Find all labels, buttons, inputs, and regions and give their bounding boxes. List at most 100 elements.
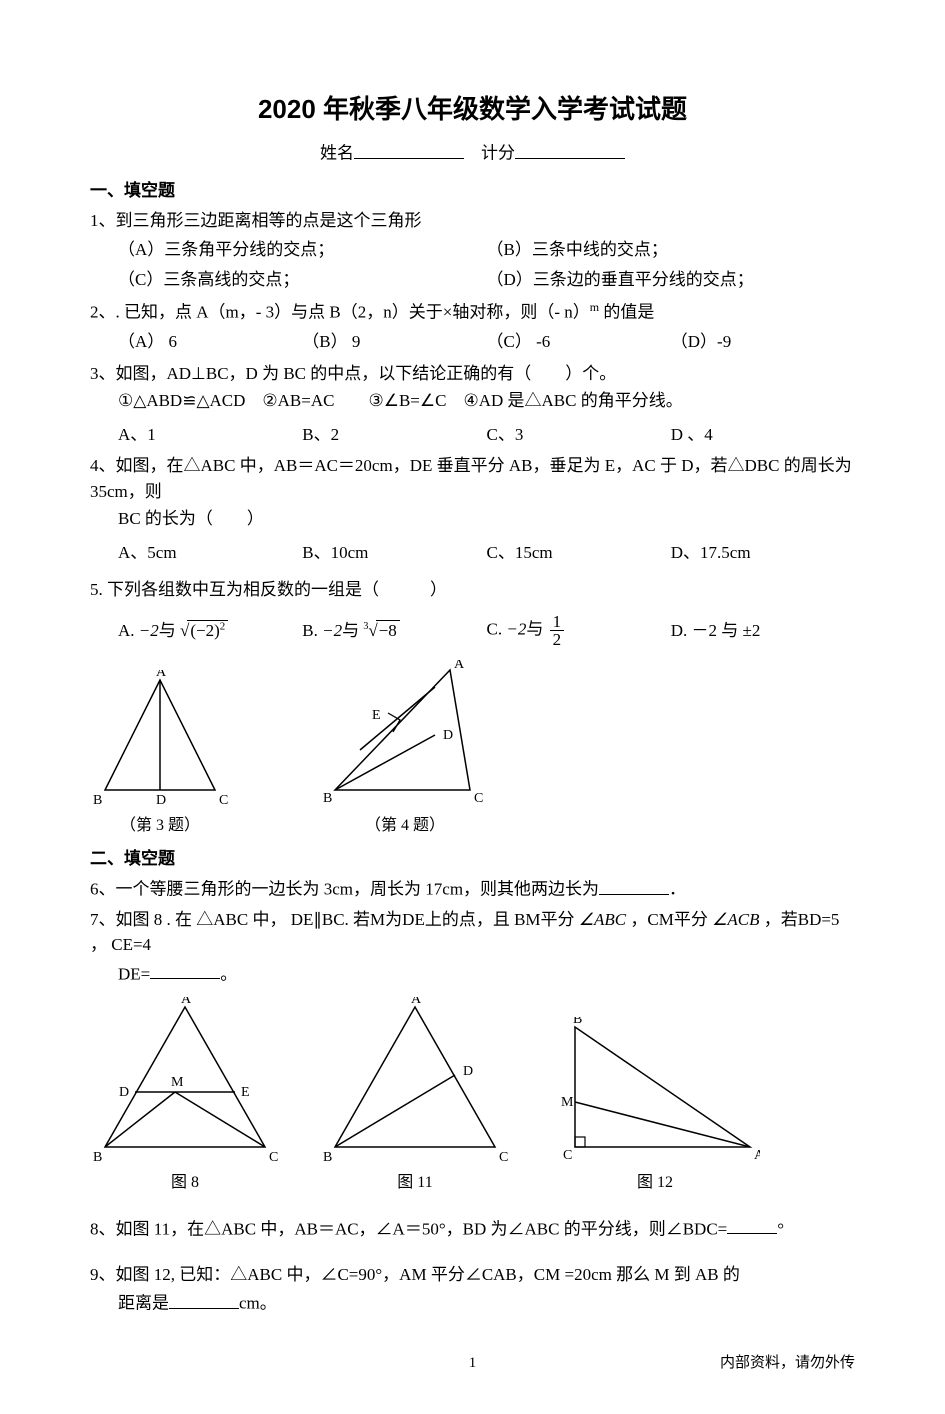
q5-options: A. −2与 √(−2)2 B. −2与 3√−8 C. −2与 12 D. －… <box>118 611 855 650</box>
q7-c: ，CM平分 <box>630 910 712 929</box>
q5c-prefix: C. <box>487 619 507 638</box>
q1-opt-a: （A）三条角平分线的交点； <box>118 235 487 265</box>
q1-stem: 1、到三角形三边距离相等的点是这个三角形 <box>90 208 855 234</box>
q7-f: 。 <box>220 964 237 983</box>
q7-tri: △ABC <box>196 910 248 929</box>
fig4-svg: ABCDE <box>320 660 490 810</box>
svg-text:D: D <box>443 728 453 743</box>
figure-12: B C A M 图 12 <box>550 1017 760 1195</box>
q7-b: 中， DE∥BC. 若M为DE上的点，且 BM平分 <box>252 910 578 929</box>
q9-c: cm。 <box>239 1294 277 1313</box>
q4-options: A、5cm B、10cm C、15cm D、17.5cm <box>118 538 855 568</box>
fig3-svg: A B C D <box>90 670 230 810</box>
svg-text:A: A <box>411 997 422 1007</box>
q7-ang2: ∠ACB <box>712 910 759 929</box>
svg-text:C: C <box>474 791 483 806</box>
svg-text:A: A <box>181 997 192 1007</box>
score-label: 计分 <box>481 144 515 163</box>
svg-text:B: B <box>323 1150 332 1165</box>
footer-note: 内部资料，请勿外传 <box>600 1352 855 1375</box>
figure-11: ABCD 图 11 <box>320 997 510 1195</box>
page-footer: 1 内部资料，请勿外传 <box>90 1352 855 1375</box>
svg-text:A: A <box>156 670 167 680</box>
page-number: 1 <box>345 1352 600 1375</box>
svg-text:B: B <box>573 1017 582 1027</box>
q5b-sep: 与 <box>342 621 359 640</box>
q6-tail: ． <box>669 880 686 899</box>
svg-text:C: C <box>563 1148 572 1163</box>
fig11-caption: 图 11 <box>320 1171 510 1195</box>
name-blank[interactable] <box>354 139 464 159</box>
q9-line1: 9、如图 12, 已知：△ABC 中，∠C=90°，AM 平分∠CAB，CM =… <box>90 1262 855 1288</box>
q8-deg: ° <box>777 1219 784 1238</box>
q4-opt-a: A、5cm <box>118 538 302 568</box>
svg-text:B: B <box>93 1150 102 1165</box>
q7: 7、如图 8 . 在 △ABC 中， DE∥BC. 若M为DE上的点，且 BM平… <box>90 907 855 958</box>
q8: 8、如图 11，在△ABC 中，AB＝AC，∠A＝50°，BD 为∠ABC 的平… <box>90 1215 855 1242</box>
q2-tail: 的值是 <box>603 303 654 322</box>
svg-text:D: D <box>156 793 166 808</box>
q1-opt-d: （D）三条边的垂直平分线的交点； <box>487 265 856 295</box>
q3-opt-a: A、1 <box>118 420 302 450</box>
q7-e: DE= <box>118 964 150 983</box>
q1-opt-c: （C）三条高线的交点； <box>118 265 487 295</box>
q3-opt-d: D 、4 <box>671 420 855 450</box>
svg-text:C: C <box>219 793 228 808</box>
fig12-svg: B C A M <box>550 1017 760 1167</box>
q4-opt-b: B、10cm <box>302 538 486 568</box>
q6: 6、一个等腰三角形的一边长为 3cm，周长为 17cm，则其他两边长为 ． <box>90 875 855 902</box>
q2-opt-a: （A） 6 <box>118 327 302 357</box>
q5-stem: 5. 下列各组数中互为相反数的一组是（ ） <box>90 577 855 603</box>
figure-row-2: A B C D E M 图 8 A B C D 图 11 B C A M 图 12 <box>90 997 855 1195</box>
svg-text:B: B <box>93 793 102 808</box>
q6-blank[interactable] <box>599 875 669 895</box>
q2-stem-text: 2、. 已知，点 A（m，- 3）与点 B（2，n）关于×轴对称，则（- n） <box>90 303 590 322</box>
q5-opt-d: D. －2 与 ±2 <box>671 616 855 646</box>
q4-opt-c: C、15cm <box>487 538 671 568</box>
q3-opt-b: B、2 <box>302 420 486 450</box>
fig4-caption: （第 4 题） <box>320 814 490 838</box>
q3-line2: ①△ABD≌△ACD ②AB=AC ③∠B=∠C ④AD 是△ABC 的角平分线… <box>118 388 855 414</box>
name-label: 姓名 <box>320 144 354 163</box>
q5b-prefix: B. <box>302 621 322 640</box>
q4-stem2: BC 的长为（ ） <box>118 506 855 532</box>
q7-line2: DE= 。 <box>118 960 855 987</box>
q1-opt-b: （B）三条中线的交点； <box>487 235 856 265</box>
svg-text:E: E <box>241 1085 250 1100</box>
q6-text: 6、一个等腰三角形的一边长为 3cm，周长为 17cm，则其他两边长为 <box>90 880 599 899</box>
figure-q3: ABCD （第 3 题） <box>90 670 230 838</box>
svg-text:M: M <box>561 1095 574 1110</box>
svg-text:A: A <box>754 1148 760 1163</box>
q8-text: 8、如图 11，在△ABC 中，AB＝AC，∠A＝50°，BD 为∠ABC 的平… <box>90 1219 727 1238</box>
q5-opt-a: A. −2与 √(−2)2 <box>118 616 302 646</box>
q7-ang1: ∠ABC <box>579 910 626 929</box>
fig12-caption: 图 12 <box>550 1171 760 1195</box>
score-blank[interactable] <box>515 139 625 159</box>
figure-row-1: ABCD （第 3 题） ABCDE （第 4 题） <box>90 660 855 838</box>
q3-opt-c: C、3 <box>487 420 671 450</box>
svg-text:D: D <box>463 1064 473 1079</box>
svg-text:C: C <box>269 1150 278 1165</box>
svg-text:B: B <box>323 791 332 806</box>
q7-a: 7、如图 8 . 在 <box>90 910 192 929</box>
name-score-line: 姓名 计分 <box>90 139 855 166</box>
q9-blank[interactable] <box>169 1289 239 1309</box>
q7-blank[interactable] <box>150 960 220 980</box>
svg-text:E: E <box>372 708 381 723</box>
svg-text:M: M <box>171 1075 184 1090</box>
q8-blank[interactable] <box>727 1215 777 1235</box>
q5a-prefix: A. <box>118 621 139 640</box>
q9-b: 距离是 <box>118 1294 169 1313</box>
figure-8: A B C D E M 图 8 <box>90 997 280 1195</box>
fig8-caption: 图 8 <box>90 1171 280 1195</box>
fig8-svg: A B C D E M <box>90 997 280 1167</box>
q4-opt-d: D、17.5cm <box>671 538 855 568</box>
q3-stem: 3、如图，AD⊥BC，D 为 BC 的中点，以下结论正确的有（ ）个。 <box>90 361 855 387</box>
figure-q4: ABCDE （第 4 题） <box>320 660 490 838</box>
section-2-heading: 二、填空题 <box>90 846 855 872</box>
svg-text:D: D <box>119 1085 129 1100</box>
q5-opt-b: B. −2与 3√−8 <box>302 616 486 646</box>
section-1-heading: 一、填空题 <box>90 178 855 204</box>
q2-opt-b: （B） 9 <box>302 327 486 357</box>
q5c-sep: 与 <box>526 619 543 638</box>
